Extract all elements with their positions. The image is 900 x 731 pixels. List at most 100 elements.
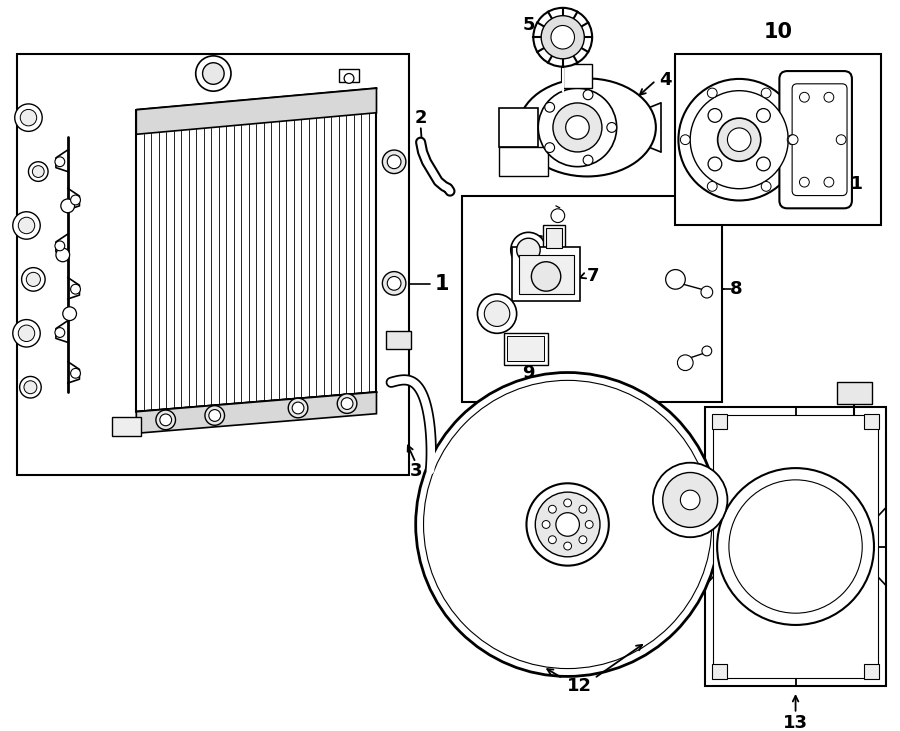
Circle shape	[56, 248, 69, 262]
Bar	[507, 336, 544, 361]
Circle shape	[22, 268, 45, 291]
Text: 9: 9	[522, 363, 535, 382]
FancyBboxPatch shape	[779, 71, 852, 208]
Circle shape	[160, 414, 172, 425]
Circle shape	[680, 135, 690, 145]
Ellipse shape	[518, 78, 656, 176]
Circle shape	[55, 157, 65, 167]
Circle shape	[717, 118, 760, 162]
Circle shape	[13, 319, 40, 347]
Circle shape	[799, 92, 809, 102]
Bar	[705, 407, 886, 686]
Circle shape	[824, 177, 833, 187]
Bar	[462, 196, 722, 402]
Circle shape	[18, 325, 35, 341]
Bar	[864, 664, 879, 679]
Polygon shape	[136, 392, 376, 433]
Bar	[499, 147, 548, 176]
Circle shape	[288, 398, 308, 418]
Circle shape	[678, 355, 693, 371]
Circle shape	[566, 115, 590, 139]
Circle shape	[538, 88, 616, 167]
Circle shape	[788, 135, 798, 145]
Circle shape	[662, 472, 717, 527]
Circle shape	[382, 150, 406, 173]
Circle shape	[18, 217, 35, 234]
Circle shape	[387, 155, 401, 169]
Circle shape	[690, 91, 788, 189]
Circle shape	[205, 406, 224, 425]
Circle shape	[517, 238, 540, 262]
Circle shape	[156, 410, 176, 430]
Circle shape	[55, 241, 65, 251]
Circle shape	[344, 74, 354, 83]
Bar	[864, 414, 879, 429]
Circle shape	[702, 346, 712, 356]
Bar	[17, 54, 409, 475]
Circle shape	[526, 483, 608, 566]
Circle shape	[707, 88, 717, 98]
Circle shape	[799, 177, 809, 187]
Circle shape	[701, 287, 713, 298]
Circle shape	[548, 536, 556, 544]
Circle shape	[679, 79, 800, 200]
Bar	[339, 69, 359, 83]
Circle shape	[63, 307, 76, 321]
Circle shape	[338, 394, 357, 414]
Circle shape	[553, 103, 602, 152]
Bar	[543, 225, 564, 253]
Circle shape	[727, 128, 751, 151]
Bar	[512, 247, 580, 301]
Circle shape	[583, 155, 593, 165]
Circle shape	[534, 8, 592, 67]
Bar	[518, 255, 573, 294]
Text: 8: 8	[730, 280, 742, 298]
Circle shape	[551, 26, 574, 49]
Circle shape	[195, 56, 231, 91]
Circle shape	[548, 505, 556, 513]
Circle shape	[70, 195, 80, 205]
Circle shape	[14, 104, 42, 132]
Polygon shape	[136, 88, 376, 135]
Circle shape	[70, 368, 80, 378]
FancyBboxPatch shape	[792, 84, 847, 196]
Circle shape	[836, 135, 846, 145]
Circle shape	[729, 480, 862, 613]
Circle shape	[563, 499, 572, 507]
Text: 13: 13	[783, 714, 808, 731]
Circle shape	[484, 301, 509, 327]
Circle shape	[477, 294, 517, 333]
Circle shape	[531, 262, 561, 291]
Circle shape	[607, 123, 616, 132]
Circle shape	[424, 380, 712, 669]
Circle shape	[20, 376, 41, 398]
Circle shape	[29, 162, 48, 181]
Circle shape	[536, 492, 600, 557]
Circle shape	[680, 491, 700, 510]
Bar	[499, 108, 538, 147]
Text: 4: 4	[660, 72, 672, 89]
Circle shape	[542, 520, 550, 529]
Bar	[504, 333, 548, 365]
Circle shape	[292, 402, 304, 414]
Circle shape	[551, 209, 564, 222]
Circle shape	[70, 284, 80, 294]
Text: 5: 5	[522, 15, 535, 34]
Circle shape	[202, 63, 224, 84]
Circle shape	[32, 166, 44, 178]
Circle shape	[788, 135, 797, 145]
Text: 2: 2	[414, 109, 427, 126]
Text: 1: 1	[435, 274, 449, 295]
Circle shape	[13, 212, 40, 239]
Text: 10: 10	[764, 23, 793, 42]
Text: 7: 7	[587, 268, 599, 285]
Text: 11: 11	[840, 175, 864, 193]
Circle shape	[761, 88, 771, 98]
Circle shape	[20, 110, 37, 126]
Circle shape	[387, 276, 401, 290]
Circle shape	[757, 109, 770, 122]
Circle shape	[544, 143, 554, 153]
Circle shape	[24, 381, 37, 394]
Circle shape	[824, 92, 833, 102]
Circle shape	[541, 15, 584, 58]
